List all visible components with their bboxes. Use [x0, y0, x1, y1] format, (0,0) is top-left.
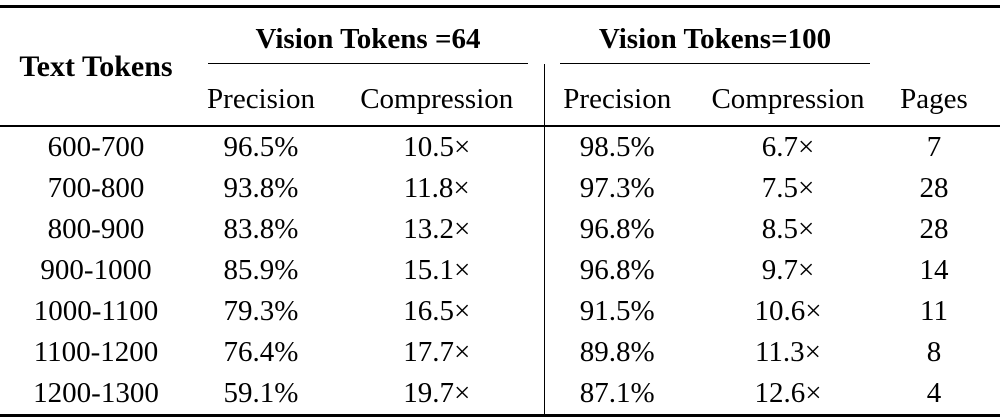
cell-vt64-compression: 15.1×: [403, 253, 471, 286]
cell-vt100-compression: 10.6×: [754, 294, 822, 327]
col-header-vt100-compression: Compression: [711, 83, 865, 116]
cell-vt64-compression: 17.7×: [403, 335, 471, 368]
cell-text-tokens: 600-700: [47, 130, 145, 163]
cell-vt100-precision: 96.8%: [543, 250, 690, 291]
results-table: Text Tokens Vision Tokens =64 Vision Tok…: [0, 5, 1000, 417]
cell-text-tokens: 1100-1200: [33, 335, 159, 368]
cell-text-tokens: 800-900: [47, 212, 145, 245]
cell-vt64-precision: 79.3%: [223, 294, 299, 327]
table-row: 800-900 83.8% 13.2× 96.8% 8.5× 28: [0, 209, 1000, 250]
pages-header: Pages: [900, 83, 968, 116]
cell-vt64-precision: 93.8%: [223, 171, 299, 204]
cell-vt100-compression: 8.5×: [761, 212, 815, 245]
cell-vt64-compression: 10.5×: [403, 130, 471, 163]
cell-vt100-precision: 98.5%: [543, 126, 690, 168]
cell-text-tokens: 1000-1100: [33, 294, 159, 327]
cell-vt64-precision: 85.9%: [223, 253, 299, 286]
cell-pages: 4: [926, 376, 942, 409]
col-header-vt100-precision: Precision: [543, 64, 690, 126]
cell-vt100-precision: 91.5%: [543, 291, 690, 332]
table-body: 600-700 96.5% 10.5× 98.5% 6.7× 7 700-800 93.8% 1…: [0, 126, 1000, 416]
cell-vt100-compression: 6.7×: [761, 130, 815, 163]
cell-vt100-compression: 11.3×: [754, 335, 822, 368]
table-row: 1100-1200 76.4% 17.7× 89.8% 11.3× 8: [0, 332, 1000, 373]
cell-vt64-precision: 76.4%: [223, 335, 299, 368]
group-label-vt100: Vision Tokens=100: [598, 23, 832, 56]
cmidrule-vt64: [208, 63, 528, 64]
text-tokens-header: Text Tokens: [19, 50, 173, 83]
group-header-row: Text Tokens Vision Tokens =64 Vision Tok…: [0, 7, 1000, 115]
table-row: 600-700 96.5% 10.5× 98.5% 6.7× 7: [0, 126, 1000, 168]
cell-vt64-compression: 13.2×: [403, 212, 471, 245]
cell-vt64-precision: 96.5%: [223, 130, 299, 163]
cell-vt100-precision: 87.1%: [543, 373, 690, 416]
cell-vt64-compression: 19.7×: [403, 376, 471, 409]
cell-pages: 14: [919, 253, 949, 286]
cell-vt64-compression: 11.8×: [403, 171, 470, 204]
table-row: 700-800 93.8% 11.8× 97.3% 7.5× 28: [0, 168, 1000, 209]
cell-vt64-precision: 83.8%: [223, 212, 299, 245]
cell-vt100-precision: 96.8%: [543, 209, 690, 250]
cell-pages: 11: [920, 294, 948, 327]
col-header-vt64-precision: Precision: [207, 83, 315, 116]
cell-pages: 8: [926, 335, 942, 368]
cell-vt100-compression: 12.6×: [754, 376, 822, 409]
cell-vt64-compression: 16.5×: [403, 294, 471, 327]
group-label-vt64: Vision Tokens =64: [255, 23, 481, 56]
cmidrule-vt100: [560, 63, 870, 64]
cell-vt100-precision: 97.3%: [543, 168, 690, 209]
cell-text-tokens: 700-800: [47, 171, 145, 204]
cell-pages: 28: [919, 212, 949, 245]
table-row: 1200-1300 59.1% 19.7× 87.1% 12.6× 4: [0, 373, 1000, 416]
group-header-vt100: Vision Tokens=100: [544, 7, 886, 64]
cell-vt100-compression: 9.7×: [761, 253, 815, 286]
group-header-vt64: Vision Tokens =64: [192, 7, 544, 64]
cell-pages: 7: [926, 130, 942, 163]
cell-vt64-precision: 59.1%: [223, 376, 299, 409]
cell-text-tokens: 1200-1300: [33, 376, 159, 409]
cell-pages: 28: [919, 171, 949, 204]
col-header-vt64-compression: Compression: [360, 83, 514, 116]
cell-vt100-precision: 89.8%: [543, 332, 690, 373]
cell-vt100-compression: 7.5×: [761, 171, 815, 204]
table-header: Text Tokens Vision Tokens =64 Vision Tok…: [0, 7, 1000, 126]
sub-header-row: Precision Compression Precision Compress…: [0, 64, 1000, 126]
table-row: 900-1000 85.9% 15.1× 96.8% 9.7× 14: [0, 250, 1000, 291]
table-row: 1000-1100 79.3% 16.5× 91.5% 10.6× 11: [0, 291, 1000, 332]
cell-text-tokens: 900-1000: [40, 253, 152, 286]
